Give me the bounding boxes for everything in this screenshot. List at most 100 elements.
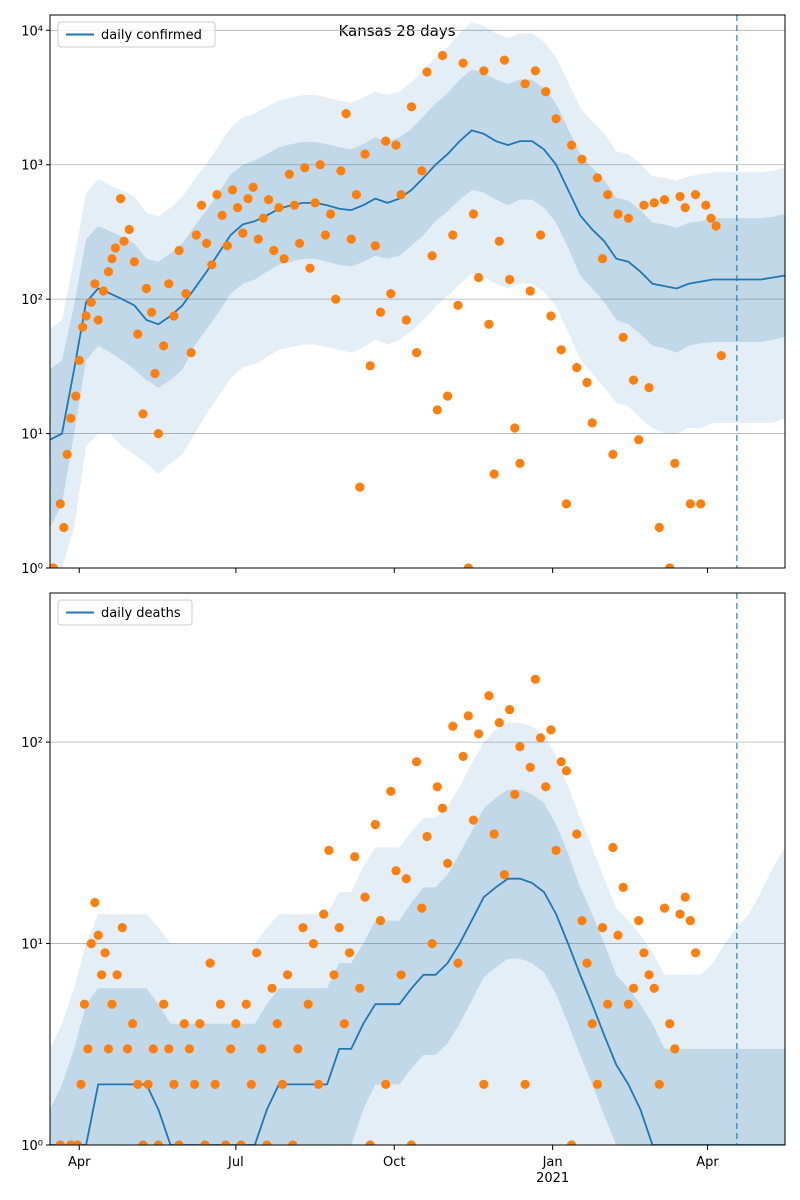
data-point [412,348,422,358]
data-point [432,405,442,415]
data-point [613,930,623,940]
data-point [133,329,143,339]
data-point [72,1140,83,1145]
data-point [525,762,535,772]
data-point [313,1079,324,1089]
data-point [427,251,437,261]
data-point [205,958,215,968]
data-point [272,1019,282,1029]
data-point [262,1140,272,1145]
data-point [147,307,157,317]
data-point [391,140,401,150]
data-point [515,742,525,752]
data-point [396,970,406,980]
data-point [417,166,427,176]
data-point [350,852,360,862]
data-point [207,260,217,270]
legend-label: daily confirmed [101,28,202,43]
data-point [153,1140,163,1145]
data-point [443,391,453,401]
data-point [505,705,515,715]
data-point [582,958,592,968]
data-point [406,1140,417,1145]
data-point [344,948,355,958]
data-point [90,897,100,908]
legend-box [57,599,193,626]
data-point [288,1140,298,1145]
data-point [458,58,468,68]
data-point [572,829,582,839]
data-point [603,190,613,200]
data-point [138,409,148,419]
y-tick-label: 10² [21,293,43,308]
data-point [253,234,263,244]
data-point [613,209,623,219]
data-point [567,1140,577,1145]
data-point [453,300,463,310]
data-point [277,1079,287,1089]
data-point [107,999,117,1009]
data-point [536,733,546,743]
data-point [83,1044,93,1054]
x-year-label: 2021 [536,1171,569,1186]
data-point [336,166,346,176]
series-line [50,877,785,1145]
data-point [124,224,134,235]
data-point [577,916,587,926]
data-point [654,522,664,533]
panel-frame [49,14,786,569]
data-point [324,845,334,856]
data-point [319,909,329,919]
data-point [153,429,163,439]
data-point [479,1079,489,1089]
data-point [179,1019,189,1029]
data-point [412,757,422,767]
chart-title: Kansas 28 days [338,22,455,40]
data-point [331,294,341,304]
data-point [468,815,478,825]
data-point [329,970,339,980]
data-point [391,866,401,876]
data-point [279,254,289,264]
data-point [386,786,396,796]
chart-panel-1: 10⁰ 10¹ 10² Apr Jul Oct Jan Apr 2021 daily deaths [21,592,786,1186]
y-tick-label: 10² [21,736,43,751]
data-point [122,1044,133,1054]
data-point [200,1140,210,1145]
data-point [474,272,484,283]
data-point [665,1019,675,1029]
data-point [119,236,129,246]
data-point [484,319,494,329]
data-point [222,241,232,251]
data-point [315,160,325,170]
data-point [437,50,448,61]
chart-panel-0: 10⁰ 10¹ 10² 10³ 10⁴ daily confirmed [21,14,786,577]
legend-label: daily deaths [101,606,181,621]
data-point [375,916,386,926]
data-point [143,1079,153,1089]
data-point [129,257,139,267]
data-point [685,916,695,926]
legend: daily confirmed [57,21,216,48]
data-point [190,1079,200,1089]
data-point [365,361,375,371]
data-point [98,286,108,296]
data-point [293,1044,303,1054]
data-point [685,499,695,509]
data-point [320,230,330,240]
y-tick-label: 10⁴ [21,24,43,39]
data-point [90,279,100,289]
data-point [463,563,473,568]
data-point [97,970,107,980]
data-point [141,283,151,294]
data-point [458,751,468,762]
data-point [116,194,126,204]
data-point [644,970,654,980]
y-tick-label: 10¹ [21,938,43,953]
data-point [572,362,582,373]
data-point [546,311,556,321]
data-point [298,923,308,933]
data-point [474,729,484,739]
data-point [494,236,504,246]
data-point [628,983,639,993]
